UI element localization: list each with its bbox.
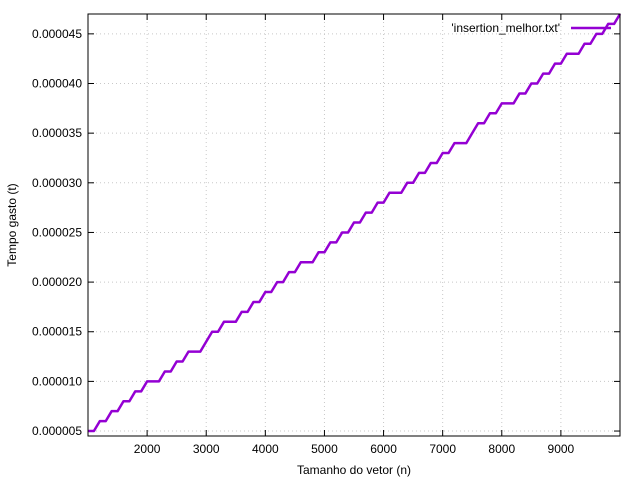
y-tick-label: 0.000025 bbox=[32, 225, 82, 239]
x-tick-label: 5000 bbox=[311, 442, 338, 456]
plot-border bbox=[87, 13, 621, 437]
x-tick-label: 7000 bbox=[429, 442, 456, 456]
y-tick-label: 0.000005 bbox=[32, 424, 82, 438]
legend-label: 'insertion_melhor.txt' bbox=[451, 21, 560, 35]
x-axis-label: Tamanho do vetor (n) bbox=[297, 463, 411, 477]
y-tick-label: 0.000035 bbox=[32, 126, 82, 140]
y-tick-label: 0.000030 bbox=[32, 176, 82, 190]
x-tick-label: 3000 bbox=[193, 442, 220, 456]
y-axis-label: Tempo gasto (t) bbox=[5, 183, 19, 266]
series-layer bbox=[88, 13, 622, 433]
x-tick-label: 8000 bbox=[488, 442, 515, 456]
series-line bbox=[88, 13, 622, 433]
x-tick-label: 4000 bbox=[252, 442, 279, 456]
y-tick-label: 0.000040 bbox=[32, 77, 82, 91]
axis-tick-labels: 2000 3000 4000 5000 6000 7000 8000 9000 0.000005… bbox=[32, 27, 575, 456]
x-tick-label: 6000 bbox=[370, 442, 397, 456]
x-tick-label: 9000 bbox=[548, 442, 575, 456]
x-tick-label: 2000 bbox=[134, 442, 161, 456]
axis-ticks bbox=[88, 14, 620, 436]
grid-lines bbox=[88, 14, 620, 436]
legend: 'insertion_melhor.txt' bbox=[451, 21, 611, 35]
y-tick-label: 0.000045 bbox=[32, 27, 82, 41]
y-tick-label: 0.000020 bbox=[32, 275, 82, 289]
y-tick-label: 0.000010 bbox=[32, 374, 82, 388]
y-tick-label: 0.000015 bbox=[32, 325, 82, 339]
